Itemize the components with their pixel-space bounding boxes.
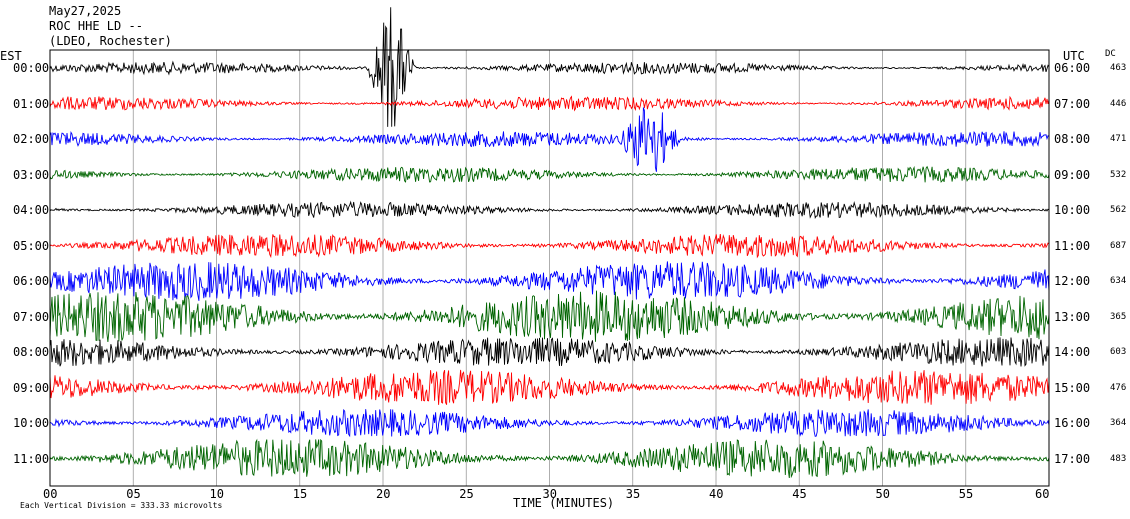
x-tick-label: 10 [209, 487, 224, 501]
traces [49, 7, 1050, 479]
dc-value: 483 [1110, 453, 1127, 464]
utc-tick-label: 07:00 [1054, 96, 1091, 111]
x-tick-label: 55 [958, 487, 974, 501]
utc-tick-label: 08:00 [1054, 132, 1091, 146]
trace-row-01:00 [49, 95, 1050, 112]
est-tick-label: 01:00 [13, 96, 50, 111]
utc-tick-label: 13:00 [1054, 309, 1091, 324]
trace-row-00:00 [49, 7, 1050, 127]
trace-row-03:00 [49, 165, 1050, 183]
est-tick-label: 09:00 [13, 380, 50, 395]
trace-row-02:00 [49, 107, 1050, 172]
utc-label: UTC [1063, 49, 1085, 63]
header-station: ROC HHE LD -- [49, 19, 143, 33]
utc-tick-label: 15:00 [1054, 380, 1091, 395]
dc-value: 603 [1110, 347, 1127, 357]
x-tick-label: 25 [459, 487, 474, 501]
grid [132, 50, 967, 486]
x-tick-label: 60 [1035, 487, 1050, 501]
est-tick-label: 05:00 [13, 238, 50, 253]
dc-value: 446 [1110, 98, 1127, 109]
x-tick-label: 50 [875, 487, 890, 501]
est-tick-label: 07:00 [13, 309, 50, 324]
trace-row-08:00 [49, 337, 1050, 367]
x-tick-label: 40 [709, 487, 724, 501]
dc-value: 364 [1110, 418, 1127, 428]
dc-value: 471 [1110, 134, 1127, 144]
est-tick-label: 11:00 [13, 451, 50, 466]
trace-row-09:00 [49, 369, 1050, 405]
x-tick-label: 35 [625, 487, 641, 501]
dc-value: 562 [1110, 205, 1127, 215]
trace-row-11:00 [49, 438, 1050, 479]
utc-tick-label: 09:00 [1054, 167, 1091, 182]
utc-tick-label: 10:00 [1054, 203, 1091, 217]
dc-label: DC [1105, 49, 1116, 59]
x-tick-label: 00 [43, 487, 58, 501]
dc-value: 476 [1110, 382, 1127, 393]
header-network: (LDEO, Rochester) [49, 34, 172, 48]
utc-tick-label: 12:00 [1054, 274, 1091, 288]
est-tick-label: 04:00 [13, 203, 50, 217]
dc-value: 687 [1110, 240, 1127, 251]
dc-value: 532 [1110, 169, 1127, 180]
est-tick-label: 02:00 [13, 132, 50, 146]
header-date: May27,2025 [49, 4, 122, 18]
est-label: EST [0, 49, 22, 63]
x-tick-label: 45 [792, 487, 807, 501]
footer-note: Each Vertical Division = 333.33 microvol… [20, 501, 223, 510]
utc-tick-label: 17:00 [1054, 451, 1091, 466]
est-tick-label: 00:00 [13, 61, 50, 75]
trace-row-04:00 [49, 200, 1050, 220]
utc-tick-label: 06:00 [1054, 61, 1091, 75]
est-tick-label: 06:00 [13, 274, 50, 288]
x-tick-label: 20 [376, 487, 391, 501]
x-tick-label: 05 [126, 487, 141, 501]
est-tick-label: 03:00 [13, 167, 50, 182]
est-tick-label: 10:00 [13, 416, 50, 430]
trace-row-05:00 [49, 234, 1050, 259]
plot-border [49, 49, 1050, 487]
utc-tick-label: 11:00 [1054, 238, 1091, 253]
trace-row-10:00 [49, 408, 1050, 438]
utc-tick-label: 14:00 [1054, 345, 1091, 359]
dc-value: 365 [1110, 311, 1127, 322]
est-tick-label: 08:00 [13, 345, 50, 359]
dc-value: 463 [1110, 63, 1127, 73]
trace-row-07:00 [49, 290, 1050, 343]
dc-value: 634 [1110, 276, 1127, 286]
x-axis-label: TIME (MINUTES) [513, 496, 615, 510]
x-tick-label: 30 [542, 487, 557, 501]
trace-row-06:00 [49, 261, 1050, 301]
x-tick-label: 15 [292, 487, 308, 501]
utc-tick-label: 16:00 [1054, 416, 1091, 430]
